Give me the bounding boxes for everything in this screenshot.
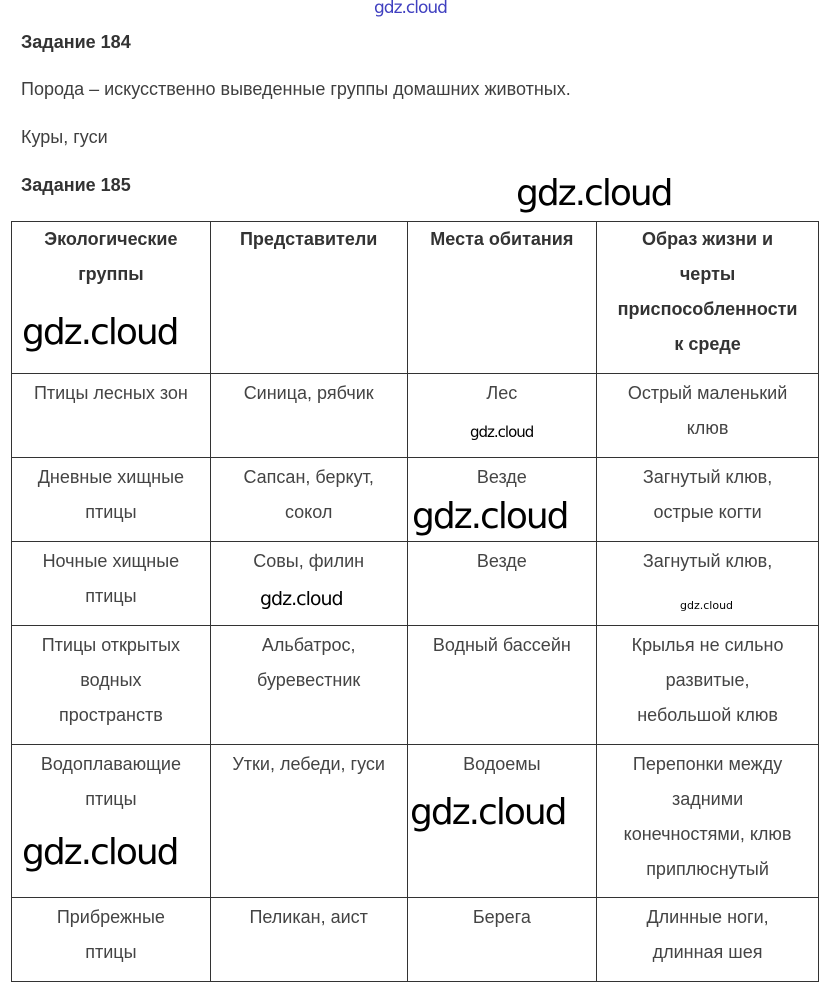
table-row: Птицы открытых водных пространств Альбат… [11,625,819,745]
header-cell: Представители [209,221,408,374]
watermark: gdz.cloud [22,312,180,353]
table-row: Ночные хищные птицы Совы, филин Везде За… [11,541,819,626]
table-cell: Водоемы [406,744,598,898]
table-cell: Крылья не сильно развитые, небольшой клю… [596,625,819,745]
task-184-answer: Куры, гуси [21,127,108,147]
header-cell: Экологические группы [11,221,211,374]
table-cell: Птицы открытых водных пространств [11,625,211,745]
table-row: Водоплавающие птицы Утки, лебеди, гуси В… [11,744,819,898]
table-cell: Перепонки между задними конечностями, кл… [596,744,819,898]
watermark: gdz.cloud [516,173,674,214]
task-185-title: Задание 185 [21,175,131,195]
table-cell: Водоплавающие птицы [11,744,211,898]
ecological-groups-table: Экологические группы Представители Места… [11,221,819,982]
table-cell: Синица, рябчик [209,373,408,458]
watermark-top: gdz.cloud [374,0,448,18]
watermark: gdz.cloud [22,832,180,873]
task-184-title: Задание 184 [21,32,131,52]
task-184-text: Порода – искусственно выведенные группы … [21,79,571,99]
table-row: Дневные хищные птицы Сапсан, беркут, сок… [11,457,819,542]
table-cell: Длинные ноги, длинная шея [596,897,819,982]
table-cell: Водный бассейн [406,625,598,745]
table-row: Птицы лесных зон Синица, рябчик Лес Остр… [11,373,819,458]
watermark: gdz.cloud [680,599,734,612]
table-cell: Пеликан, аист [209,897,408,982]
table-cell: Сапсан, беркут, сокол [209,457,408,542]
watermark: gdz.cloud [410,792,568,833]
table-cell: Альбатрос, буревестник [209,625,408,745]
watermark: gdz.cloud [470,423,534,441]
table-cell: Острый маленький клюв [596,373,819,458]
table-cell: Прибрежные птицы [11,897,211,982]
table-row: Прибрежные птицы Пеликан, аист Берега Дл… [11,897,819,982]
table-header-row: Экологические группы Представители Места… [11,221,819,374]
table-cell: Лес [406,373,598,458]
table-cell: Берега [406,897,598,982]
table-cell: Дневные хищные птицы [11,457,211,542]
table-cell: Птицы лесных зон [11,373,211,458]
header-cell: Образ жизни и черты приспособленности к … [596,221,819,374]
table-cell: Ночные хищные птицы [11,541,211,626]
header-cell: Места обитания [406,221,598,374]
table-cell: Загнутый клюв, острые когти [596,457,819,542]
table-cell: Везде [406,541,598,626]
watermark: gdz.cloud [412,496,570,537]
table-cell: Совы, филин [209,541,408,626]
table-cell: Загнутый клюв, [596,541,819,626]
table-cell: Утки, лебеди, гуси [209,744,408,898]
table-cell: Везде [406,457,598,542]
watermark: gdz.cloud [260,588,344,610]
